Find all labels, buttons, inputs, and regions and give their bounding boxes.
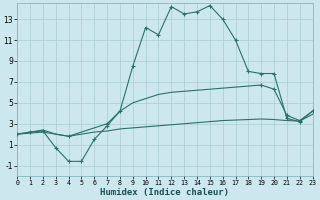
- X-axis label: Humidex (Indice chaleur): Humidex (Indice chaleur): [100, 188, 229, 197]
